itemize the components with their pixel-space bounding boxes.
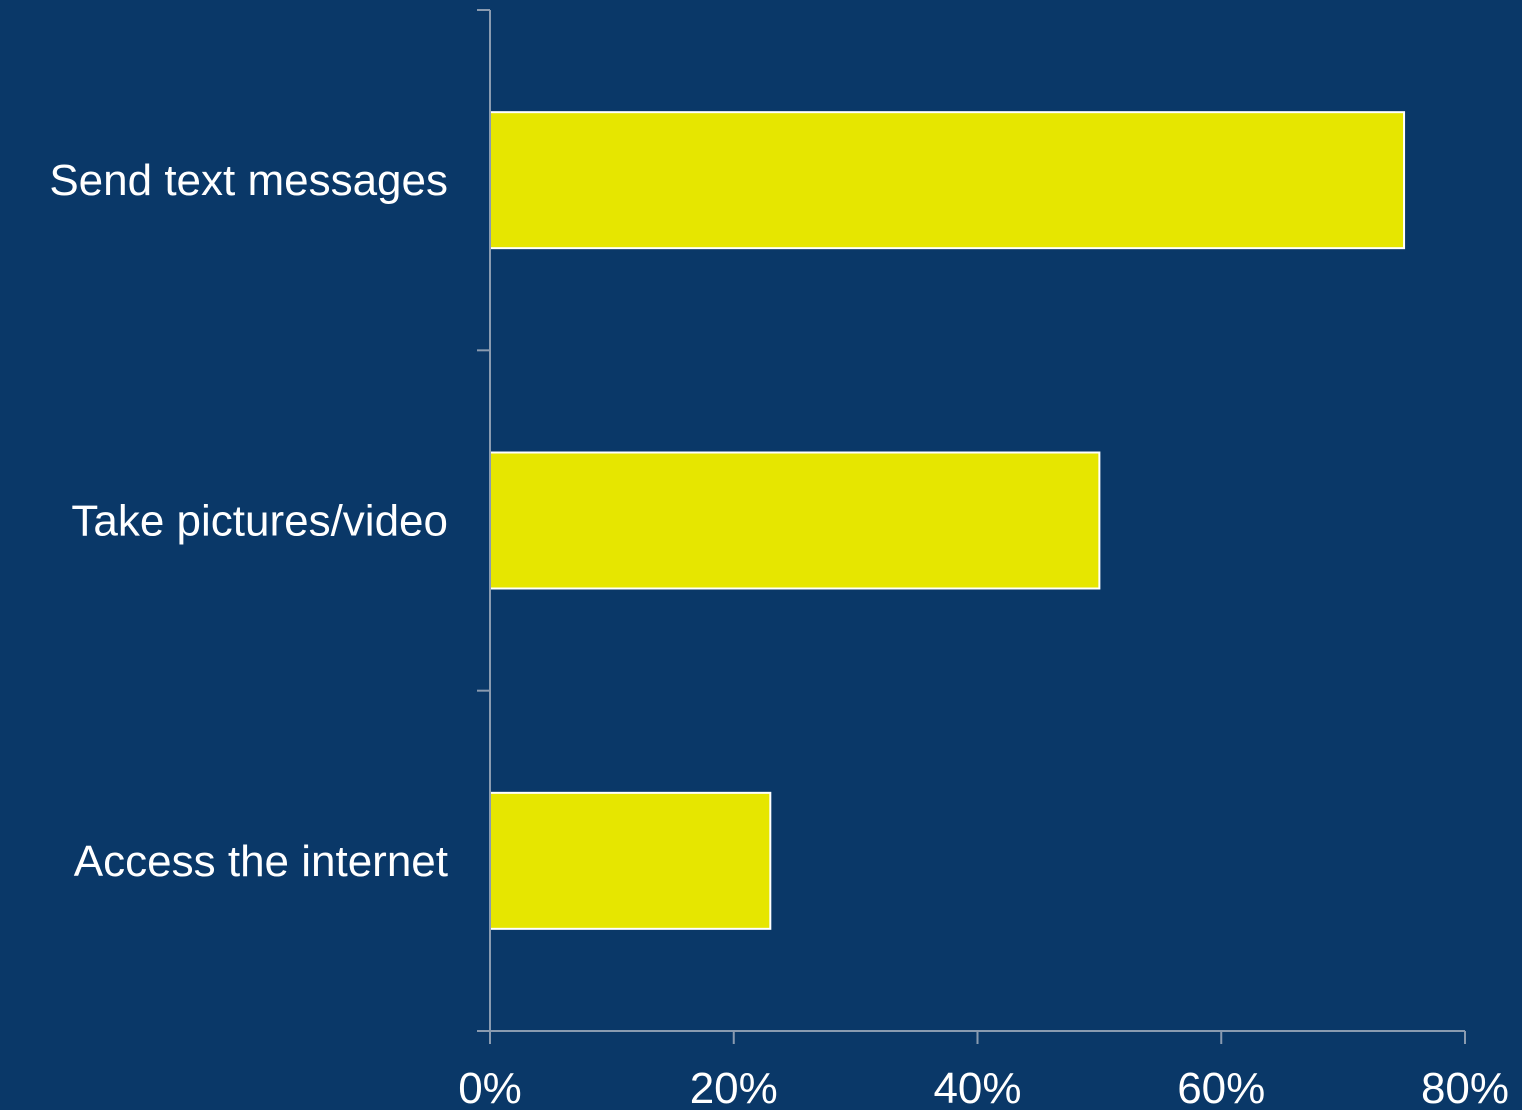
ticks-layer: [477, 9, 1466, 1044]
labels-layer: Send text messages Take pictures/video Acc…: [49, 156, 1509, 1110]
bar-send-text-messages: [489, 111, 1406, 250]
x-tick-label: 0%: [458, 1064, 522, 1110]
x-tick-label: 20%: [690, 1064, 778, 1110]
bar-take-pictures-video: [489, 451, 1101, 590]
x-tick-label: 80%: [1421, 1064, 1509, 1110]
bar-access-the-internet: [489, 791, 772, 930]
bars-layer: [489, 111, 1406, 930]
category-label: Access the internet: [74, 837, 448, 886]
x-tick-label: 60%: [1177, 1064, 1265, 1110]
x-tick-label: 40%: [933, 1064, 1021, 1110]
category-label: Send text messages: [49, 156, 448, 205]
category-label: Take pictures/video: [71, 497, 448, 546]
